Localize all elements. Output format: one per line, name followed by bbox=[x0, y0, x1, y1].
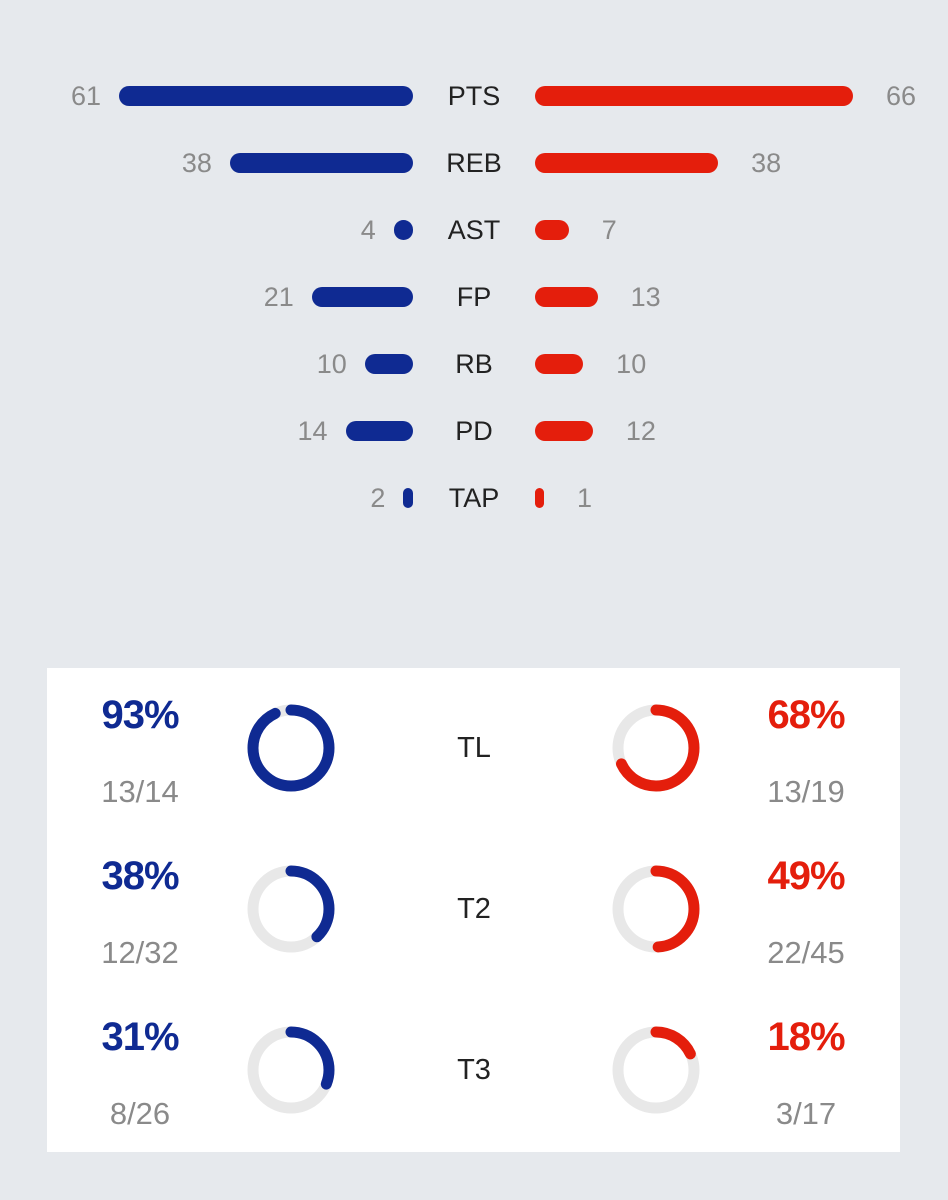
shooting-row: 93% 13/14 TL 68% 13/19 bbox=[47, 668, 900, 829]
away-value-label: 66 bbox=[886, 81, 917, 111]
away-bar bbox=[535, 421, 593, 441]
away-bar bbox=[535, 287, 598, 307]
home-made-attempted: 8/26 bbox=[109, 1096, 171, 1131]
home-value-label: 4 bbox=[360, 215, 376, 245]
shot-type-label: T2 bbox=[457, 893, 491, 925]
away-bar bbox=[535, 86, 853, 106]
stat-category-label: FP bbox=[456, 282, 492, 312]
away-made-attempted: 13/19 bbox=[767, 774, 845, 809]
stat-row: 21 FP 13 bbox=[0, 277, 948, 317]
stat-row: 61 PTS 66 bbox=[0, 76, 948, 116]
donut-arc bbox=[247, 1026, 335, 1114]
home-value-label: 14 bbox=[297, 416, 328, 446]
stat-row: 2 TAP 1 bbox=[0, 478, 948, 518]
away-value-label: 10 bbox=[616, 349, 647, 379]
home-donut-chart bbox=[247, 865, 335, 953]
stat-category-label: REB bbox=[446, 148, 502, 178]
home-value-label: 38 bbox=[181, 148, 212, 178]
away-percentage: 49% bbox=[767, 854, 845, 898]
home-bar bbox=[364, 354, 413, 374]
away-donut-chart bbox=[612, 704, 700, 792]
stat-row: 14 PD 12 bbox=[0, 411, 948, 451]
shot-type-label: TL bbox=[457, 732, 491, 764]
stat-row: 38 REB 38 bbox=[0, 143, 948, 183]
away-bar bbox=[535, 488, 544, 508]
team-stat-comparison: 61 PTS 66 38 REB 38 4 AST 7 21 FP 13 10 RB 10 14 PD 12 2 TA… bbox=[0, 0, 948, 560]
home-donut-chart bbox=[247, 1026, 335, 1114]
stat-category-label: AST bbox=[447, 215, 501, 245]
home-value-label: 10 bbox=[316, 349, 347, 379]
home-percentage: 31% bbox=[101, 1015, 179, 1059]
stat-category-label: PD bbox=[455, 416, 493, 446]
away-value-label: 38 bbox=[751, 148, 782, 178]
home-bar bbox=[119, 86, 413, 106]
away-percentage: 18% bbox=[767, 1015, 845, 1059]
stat-row: 4 AST 7 bbox=[0, 210, 948, 250]
stat-row: 10 RB 10 bbox=[0, 344, 948, 384]
away-value-label: 7 bbox=[601, 215, 617, 245]
away-made-attempted: 3/17 bbox=[775, 1096, 837, 1131]
home-bar bbox=[345, 421, 413, 441]
away-bar bbox=[535, 354, 584, 374]
shooting-row: 38% 12/32 T2 49% 22/45 bbox=[47, 829, 900, 990]
away-bar bbox=[535, 153, 719, 173]
away-value-label: 13 bbox=[630, 282, 661, 312]
shooting-row: 31% 8/26 T3 18% 3/17 bbox=[47, 990, 900, 1151]
home-bar bbox=[393, 220, 413, 240]
home-bar bbox=[311, 287, 413, 307]
donut-arc bbox=[612, 865, 700, 953]
donut-arc bbox=[247, 865, 335, 953]
home-made-attempted: 13/14 bbox=[101, 774, 179, 809]
stat-category-label: TAP bbox=[448, 483, 500, 513]
shooting-percentages-panel: 93% 13/14 TL 68% 13/19 38% 12/32 T2 49% 22/45 31% 8… bbox=[47, 668, 900, 1152]
away-made-attempted: 22/45 bbox=[767, 935, 845, 970]
home-value-label: 2 bbox=[370, 483, 386, 513]
home-percentage: 93% bbox=[101, 693, 179, 737]
away-bar bbox=[535, 220, 569, 240]
home-made-attempted: 12/32 bbox=[101, 935, 179, 970]
shot-type-label: T3 bbox=[457, 1054, 491, 1086]
away-donut-chart bbox=[612, 865, 700, 953]
stat-category-label: PTS bbox=[447, 81, 501, 111]
home-bar bbox=[403, 488, 413, 508]
away-percentage: 68% bbox=[767, 693, 845, 737]
away-donut-chart bbox=[612, 1026, 700, 1114]
stat-category-label: RB bbox=[455, 349, 493, 379]
home-percentage: 38% bbox=[101, 854, 179, 898]
home-bar bbox=[229, 153, 413, 173]
home-value-label: 61 bbox=[71, 81, 102, 111]
donut-arc bbox=[612, 704, 700, 792]
donut-arc bbox=[247, 704, 335, 792]
donut-arc bbox=[612, 1026, 700, 1114]
away-value-label: 1 bbox=[577, 483, 593, 513]
home-donut-chart bbox=[247, 704, 335, 792]
away-value-label: 12 bbox=[625, 416, 656, 446]
home-value-label: 21 bbox=[263, 282, 294, 312]
